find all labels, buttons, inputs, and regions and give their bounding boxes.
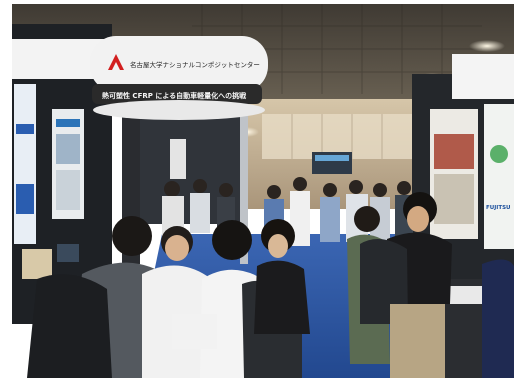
right-poster-2	[484, 104, 514, 249]
booth-column	[240, 114, 248, 264]
sign-ring-top	[90, 36, 268, 92]
person-far-right	[482, 259, 514, 378]
back-wall-windows	[262, 114, 412, 159]
sign-banner-text: 熱可塑性 CFRP による自動車軽量化への挑戦	[102, 91, 247, 100]
left-display-shelf	[22, 249, 52, 279]
sign-banner	[92, 84, 262, 104]
ceiling-light	[469, 40, 505, 52]
person-right-black-shirt	[360, 192, 452, 378]
right-booth-header	[452, 54, 514, 99]
sign-ring-bottom	[93, 100, 265, 120]
left-poster-blue	[14, 84, 36, 244]
right-panel-text: FUJITSU	[486, 205, 511, 211]
monitor	[57, 244, 79, 262]
exhibition-photo: 名古屋大学ナショナルコンポジットセンター 熱可塑性 CFRP による自動車軽量化…	[12, 4, 514, 378]
sign-org-text: 名古屋大学ナショナルコンポジットセンター	[130, 60, 260, 69]
person-woman-black	[254, 219, 310, 334]
